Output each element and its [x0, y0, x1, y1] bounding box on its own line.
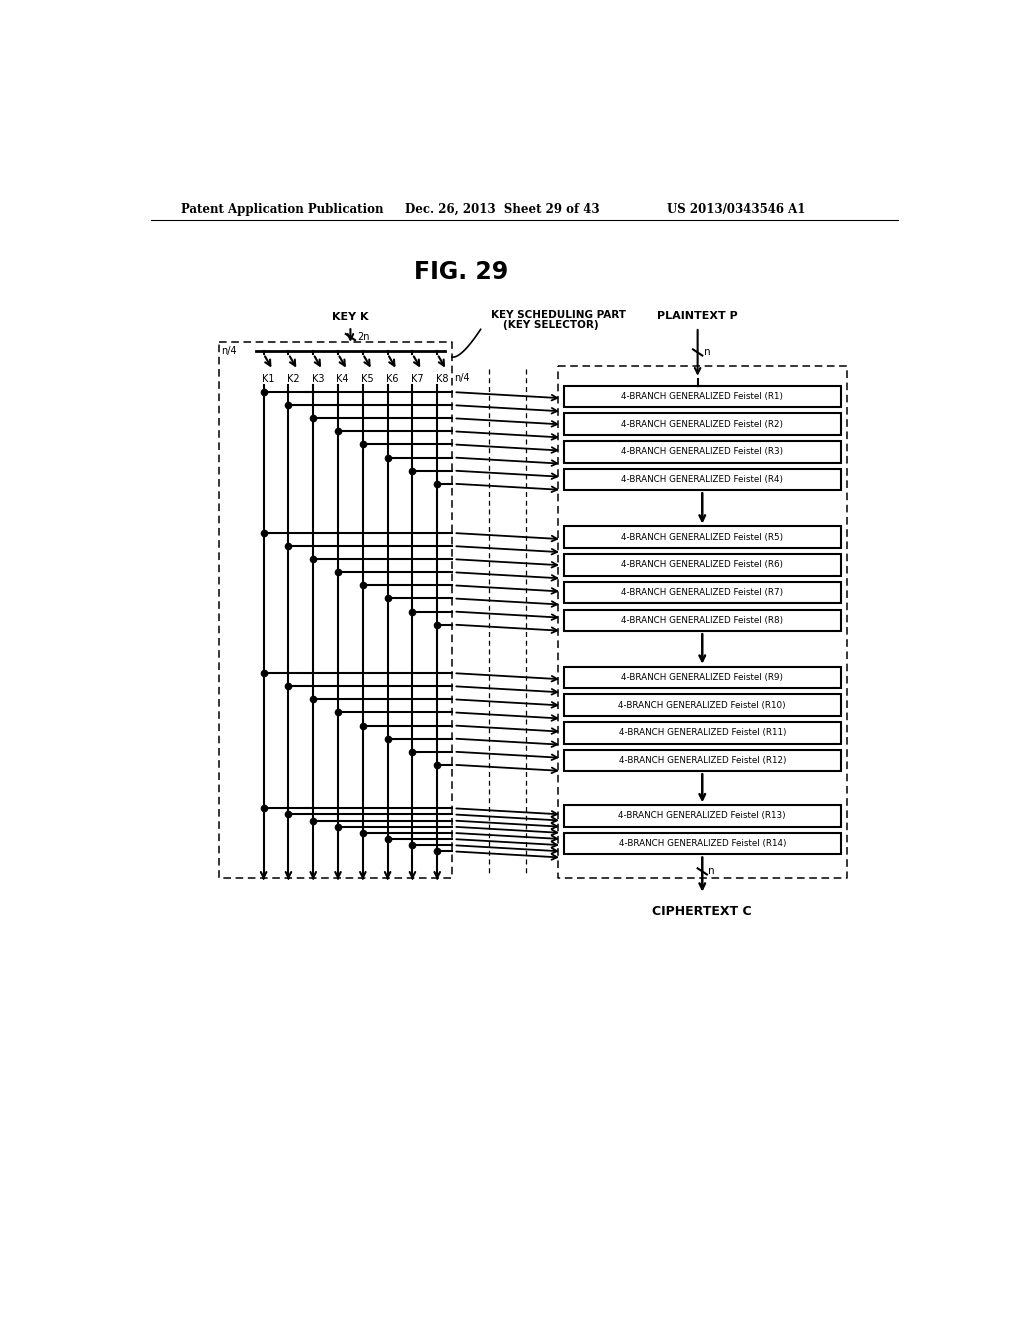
Text: K6: K6 [386, 374, 398, 384]
Text: 4-BRANCH GENERALIZED Feistel (R7): 4-BRANCH GENERALIZED Feistel (R7) [622, 589, 783, 597]
Text: CIPHERTEXT C: CIPHERTEXT C [652, 906, 752, 917]
Text: K8: K8 [435, 374, 449, 384]
Text: 2n: 2n [357, 333, 370, 342]
Text: 4-BRANCH GENERALIZED Feistel (R11): 4-BRANCH GENERALIZED Feistel (R11) [618, 729, 786, 738]
Text: Patent Application Publication: Patent Application Publication [180, 203, 383, 215]
Text: 4-BRANCH GENERALIZED Feistel (R12): 4-BRANCH GENERALIZED Feistel (R12) [618, 756, 786, 766]
Text: 4-BRANCH GENERALIZED Feistel (R14): 4-BRANCH GENERALIZED Feistel (R14) [618, 840, 786, 849]
Text: n/4: n/4 [455, 372, 470, 383]
Bar [563, 833, 841, 854]
Bar [563, 469, 841, 490]
Bar [563, 554, 841, 576]
Text: 4-BRANCH GENERALIZED Feistel (R1): 4-BRANCH GENERALIZED Feistel (R1) [622, 392, 783, 401]
Text: 4-BRANCH GENERALIZED Feistel (R9): 4-BRANCH GENERALIZED Feistel (R9) [622, 673, 783, 682]
Text: 4-BRANCH GENERALIZED Feistel (R2): 4-BRANCH GENERALIZED Feistel (R2) [622, 420, 783, 429]
Text: PLAINTEXT P: PLAINTEXT P [657, 312, 738, 321]
Text: K3: K3 [311, 374, 325, 384]
Text: FIG. 29: FIG. 29 [414, 260, 508, 284]
Text: n: n [709, 866, 715, 876]
Text: 4-BRANCH GENERALIZED Feistel (R5): 4-BRANCH GENERALIZED Feistel (R5) [622, 533, 783, 541]
Bar [563, 385, 841, 407]
Text: KEY SCHEDULING PART: KEY SCHEDULING PART [490, 310, 626, 321]
Bar [563, 582, 841, 603]
Text: K5: K5 [361, 374, 374, 384]
Text: K4: K4 [337, 374, 349, 384]
Bar [563, 694, 841, 715]
Bar [563, 610, 841, 631]
Text: 4-BRANCH GENERALIZED Feistel (R10): 4-BRANCH GENERALIZED Feistel (R10) [618, 701, 786, 710]
Text: 4-BRANCH GENERALIZED Feistel (R6): 4-BRANCH GENERALIZED Feistel (R6) [622, 561, 783, 569]
Text: K1: K1 [262, 374, 274, 384]
Text: K2: K2 [287, 374, 299, 384]
Text: 4-BRANCH GENERALIZED Feistel (R4): 4-BRANCH GENERALIZED Feistel (R4) [622, 475, 783, 484]
Text: 4-BRANCH GENERALIZED Feistel (R13): 4-BRANCH GENERALIZED Feistel (R13) [618, 812, 786, 821]
Text: n: n [703, 347, 711, 358]
Bar [563, 667, 841, 688]
Text: KEY K: KEY K [332, 312, 369, 322]
Text: 4-BRANCH GENERALIZED Feistel (R8): 4-BRANCH GENERALIZED Feistel (R8) [622, 616, 783, 624]
Text: Dec. 26, 2013  Sheet 29 of 43: Dec. 26, 2013 Sheet 29 of 43 [404, 203, 599, 215]
Text: 4-BRANCH GENERALIZED Feistel (R3): 4-BRANCH GENERALIZED Feistel (R3) [622, 447, 783, 457]
Bar [563, 413, 841, 434]
Text: K7: K7 [411, 374, 423, 384]
Bar [563, 805, 841, 826]
Bar [563, 441, 841, 462]
Bar [563, 527, 841, 548]
Bar [563, 750, 841, 771]
Text: US 2013/0343546 A1: US 2013/0343546 A1 [667, 203, 805, 215]
Text: (KEY SELECTOR): (KEY SELECTOR) [503, 319, 599, 330]
Bar [563, 722, 841, 743]
Text: n/4: n/4 [221, 346, 237, 356]
